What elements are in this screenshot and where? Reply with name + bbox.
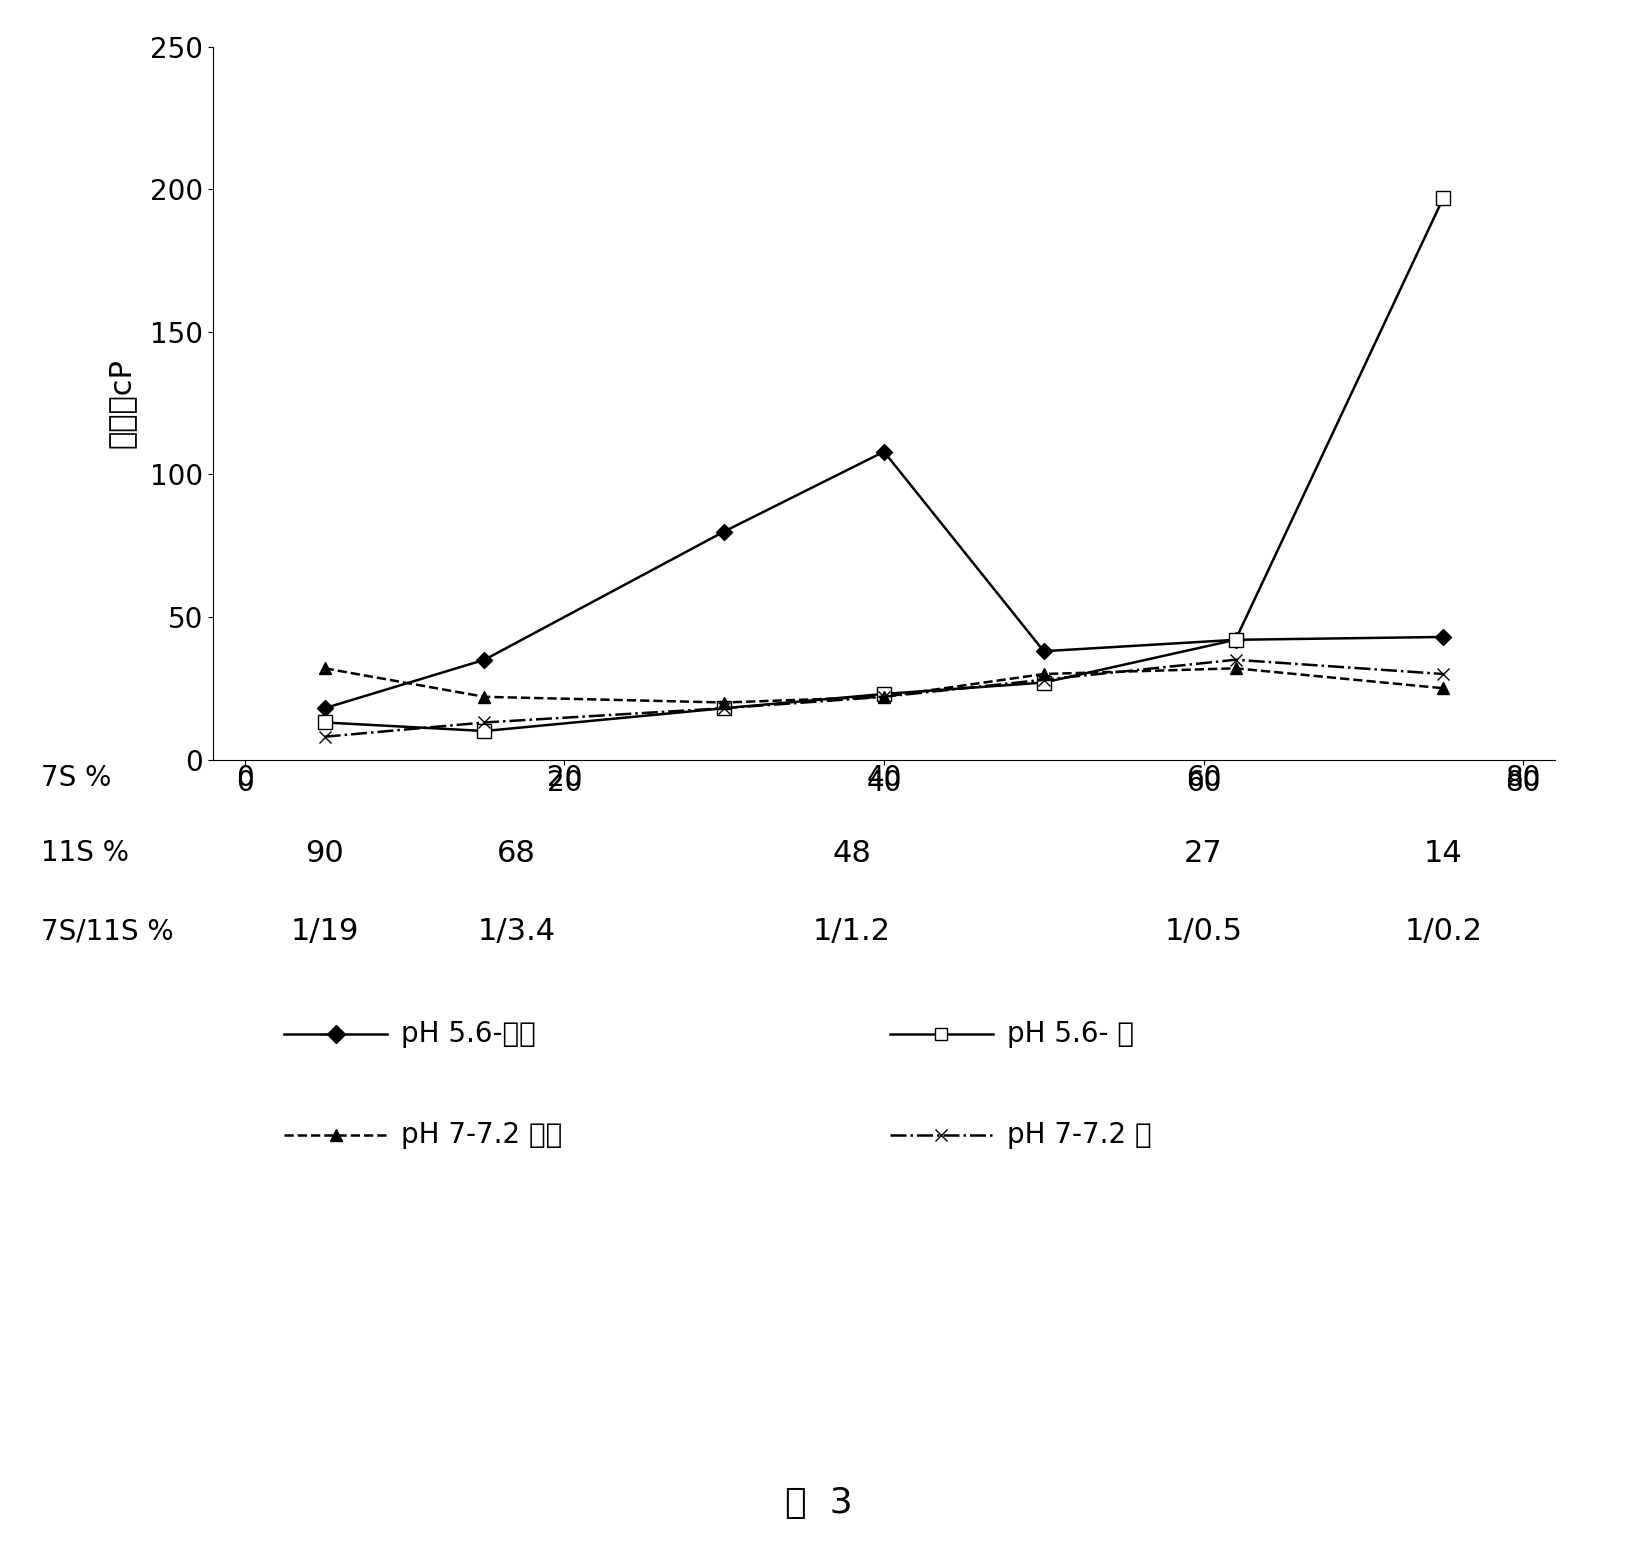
Text: 14: 14	[1424, 839, 1463, 868]
Text: 1/1.2: 1/1.2	[814, 918, 891, 946]
Text: 1/3.4: 1/3.4	[478, 918, 555, 946]
Text: pH 7-7.2 盐: pH 7-7.2 盐	[1007, 1121, 1151, 1149]
Text: 1/0.2: 1/0.2	[1405, 918, 1481, 946]
Text: 图  3: 图 3	[784, 1486, 853, 1521]
Text: 60: 60	[1185, 764, 1221, 792]
Text: 7S/11S %: 7S/11S %	[41, 918, 174, 946]
Text: 1/19: 1/19	[290, 918, 359, 946]
Text: 20: 20	[547, 764, 583, 792]
Text: 80: 80	[1506, 764, 1540, 792]
Text: 27: 27	[1184, 839, 1223, 868]
Text: 11S %: 11S %	[41, 839, 129, 868]
Text: 1/0.5: 1/0.5	[1164, 918, 1242, 946]
Text: 7S %: 7S %	[41, 764, 111, 792]
Text: pH 5.6-无盐: pH 5.6-无盐	[401, 1019, 535, 1048]
Text: 0: 0	[236, 764, 254, 792]
Y-axis label: 粘度，cP: 粘度，cP	[106, 359, 136, 448]
Text: 90: 90	[304, 839, 344, 868]
Text: 48: 48	[833, 839, 871, 868]
Text: 68: 68	[498, 839, 535, 868]
Text: pH 5.6- 盐: pH 5.6- 盐	[1007, 1019, 1134, 1048]
Text: pH 7-7.2 无盐: pH 7-7.2 无盐	[401, 1121, 563, 1149]
Text: 40: 40	[866, 764, 902, 792]
